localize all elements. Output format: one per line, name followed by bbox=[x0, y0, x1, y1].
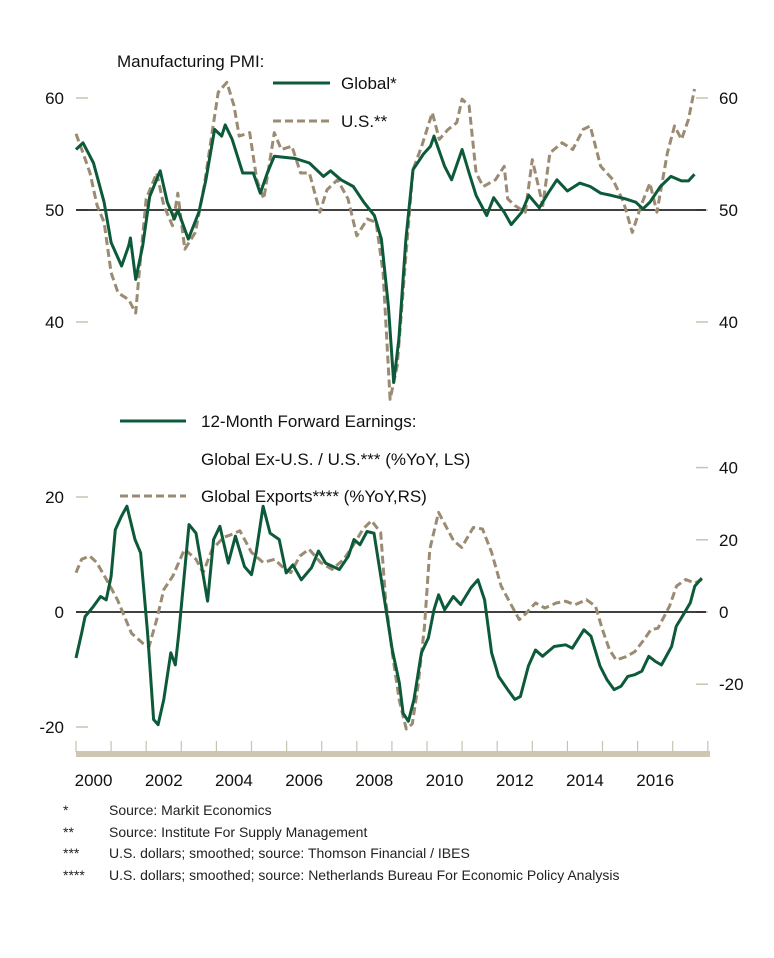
footnote: **** U.S. dollars; smoothed; source: Neth… bbox=[63, 865, 709, 887]
y-tick-label-left: 0 bbox=[55, 603, 64, 622]
legend-label-exports: Global Exports**** (%YoY,RS) bbox=[201, 487, 427, 506]
footnote-text: U.S. dollars; smoothed; source: Thomson … bbox=[109, 845, 470, 861]
y-tick-label-left: -20 bbox=[39, 718, 64, 737]
legend-label-earnings: 12-Month Forward Earnings: bbox=[201, 412, 416, 431]
x-axis-band bbox=[76, 751, 710, 757]
chart-title: Manufacturing PMI: bbox=[117, 52, 264, 71]
footnote-marker: ** bbox=[63, 823, 74, 840]
legend-label-earnings-line2: Global Ex-U.S. / U.S.*** (%YoY, LS) bbox=[201, 450, 470, 469]
y-tick-label-left: 20 bbox=[45, 488, 64, 507]
y-tick-label-left: 40 bbox=[45, 313, 64, 332]
us-pmi-line bbox=[74, 80, 696, 401]
y-tick-label-right: 40 bbox=[719, 459, 738, 478]
x-tick-label: 2006 bbox=[285, 771, 323, 790]
x-axis: 2000 2002 2004 2006 2008 2010 2012 2014 2016 bbox=[75, 741, 710, 790]
y-tick-label-right: 0 bbox=[719, 603, 728, 622]
footnote-marker: **** bbox=[63, 866, 85, 883]
footnote-marker: * bbox=[63, 802, 69, 818]
y-tick-label-left: 60 bbox=[45, 89, 64, 108]
footnote-text: U.S. dollars; smoothed; source: Netherla… bbox=[109, 866, 620, 883]
footnote-marker: *** bbox=[63, 845, 80, 861]
x-tick-label: 2004 bbox=[215, 771, 253, 790]
pmi-panel: Manufacturing PMI: 40 50 60 40 50 60 Global* U.S… bbox=[45, 52, 738, 401]
global-exports-line bbox=[74, 510, 703, 731]
x-tick-label: 2010 bbox=[426, 771, 464, 790]
x-tick-label: 2002 bbox=[145, 771, 183, 790]
y-tick-label-left: 50 bbox=[45, 201, 64, 220]
y-tick-label-right: 60 bbox=[719, 89, 738, 108]
global-pmi-line bbox=[74, 123, 696, 384]
x-tick-label: 2000 bbox=[75, 771, 113, 790]
footnote: *** U.S. dollars; smoothed; source: Thoms… bbox=[63, 843, 709, 865]
x-tick-label: 2012 bbox=[496, 771, 534, 790]
forward-earnings-line bbox=[74, 504, 703, 727]
legend-label-global: Global* bbox=[341, 74, 397, 93]
y-tick-label-right: 40 bbox=[719, 313, 738, 332]
x-tick-label: 2016 bbox=[636, 771, 674, 790]
footnote: * Source: Markit Economics bbox=[63, 800, 709, 822]
footnotes: * Source: Markit Economics ** Source: Inst… bbox=[63, 800, 709, 886]
footnote-text: Source: Institute For Supply Management bbox=[109, 823, 368, 840]
earnings-exports-panel: -20 0 20 -20 0 20 40 12-Month Forward Earnings:… bbox=[39, 412, 743, 737]
x-tick-label: 2008 bbox=[355, 771, 393, 790]
y-tick-label-right: 20 bbox=[719, 531, 738, 550]
y-tick-label-right: 50 bbox=[719, 201, 738, 220]
footnote-text: Source: Markit Economics bbox=[109, 802, 272, 818]
legend-label-us: U.S.** bbox=[341, 112, 388, 131]
x-tick-label: 2014 bbox=[566, 771, 604, 790]
footnote: ** Source: Institute For Supply Managemen… bbox=[63, 822, 709, 844]
y-tick-label-right: -20 bbox=[719, 675, 744, 694]
